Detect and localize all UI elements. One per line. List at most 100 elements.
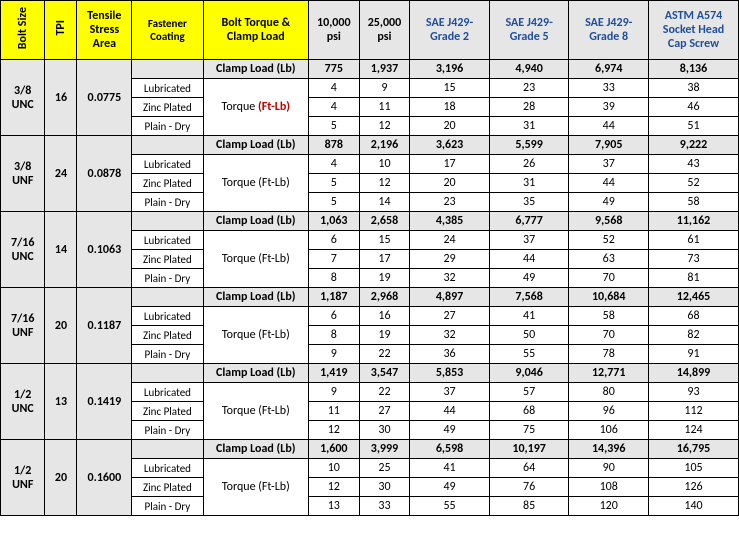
clamp-value: 1,063 <box>308 212 359 231</box>
clamp-value: 6,974 <box>569 60 649 79</box>
bolt-size-cell: 3/8UNC <box>1 60 45 136</box>
torque-value: 124 <box>649 421 739 440</box>
torque-value: 12 <box>359 117 410 136</box>
clamp-value: 9,222 <box>649 136 739 155</box>
torque-value: 17 <box>359 250 410 269</box>
bolt-size-cell: 7/16UNC <box>1 212 45 288</box>
torque-value: 18 <box>410 98 490 117</box>
tpi-cell: 24 <box>45 136 77 212</box>
coating-cell: Lubricated <box>132 383 203 402</box>
tpi-cell: 13 <box>45 364 77 440</box>
clamp-value: 2,968 <box>359 288 410 307</box>
clamp-value: 4,940 <box>489 60 569 79</box>
clamp-value: 1,600 <box>308 440 359 459</box>
area-cell: 0.1063 <box>77 212 132 288</box>
torque-value: 57 <box>489 383 569 402</box>
hdr-grade8: SAE J429-Grade 8 <box>569 1 649 60</box>
torque-value: 49 <box>569 193 649 212</box>
coating-cell: Plain - Dry <box>132 345 203 364</box>
bolt-size-cell: 3/8UNF <box>1 136 45 212</box>
torque-value: 19 <box>359 326 410 345</box>
clamp-value: 1,937 <box>359 60 410 79</box>
hdr-25k-psi: 25,000 psi <box>359 1 410 60</box>
clamp-load-label: Clamp Load (Lb) <box>203 60 308 79</box>
torque-value: 126 <box>649 478 739 497</box>
torque-value: 76 <box>489 478 569 497</box>
bolt-size-cell: 7/16UNF <box>1 288 45 364</box>
torque-value: 15 <box>410 79 490 98</box>
clamp-value: 9,046 <box>489 364 569 383</box>
coating-cell: Plain - Dry <box>132 269 203 288</box>
torque-value: 12 <box>308 478 359 497</box>
area-cell: 0.1419 <box>77 364 132 440</box>
torque-value: 32 <box>410 326 490 345</box>
torque-value: 9 <box>308 383 359 402</box>
torque-value: 22 <box>359 345 410 364</box>
coating-cell: Lubricated <box>132 459 203 478</box>
torque-value: 64 <box>489 459 569 478</box>
torque-value: 4 <box>308 155 359 174</box>
torque-value: 90 <box>569 459 649 478</box>
torque-value: 51 <box>649 117 739 136</box>
clamp-load-row: 3/8UNC160.0775Clamp Load (Lb)7751,9373,1… <box>1 60 739 79</box>
torque-value: 91 <box>649 345 739 364</box>
torque-value: 80 <box>569 383 649 402</box>
torque-value: 37 <box>569 155 649 174</box>
clamp-value: 1,187 <box>308 288 359 307</box>
tpi-cell: 20 <box>45 440 77 516</box>
coating-cell: Lubricated <box>132 79 203 98</box>
coating-cell: Plain - Dry <box>132 117 203 136</box>
clamp-value: 14,396 <box>569 440 649 459</box>
torque-value: 16 <box>359 307 410 326</box>
clamp-value: 7,905 <box>569 136 649 155</box>
torque-value: 52 <box>569 231 649 250</box>
area-cell: 0.1600 <box>77 440 132 516</box>
coating-blank <box>132 60 203 79</box>
coating-blank <box>132 136 203 155</box>
hdr-bolt-size: Bolt Size <box>14 3 32 53</box>
area-cell: 0.0878 <box>77 136 132 212</box>
torque-value: 12 <box>359 174 410 193</box>
torque-value: 11 <box>359 98 410 117</box>
coating-cell: Zinc Plated <box>132 174 203 193</box>
torque-value: 24 <box>410 231 490 250</box>
torque-value: 43 <box>649 155 739 174</box>
torque-value: 10 <box>359 155 410 174</box>
torque-label: Torque (Ft-Lb) <box>203 79 308 136</box>
torque-value: 44 <box>489 250 569 269</box>
coating-cell: Plain - Dry <box>132 193 203 212</box>
clamp-load-label: Clamp Load (Lb) <box>203 364 308 383</box>
clamp-value: 4,385 <box>410 212 490 231</box>
table-header: Bolt Size TPI Tensile Stress Area Fasten… <box>1 1 739 60</box>
torque-value: 35 <box>489 193 569 212</box>
torque-value: 85 <box>489 497 569 516</box>
torque-value: 27 <box>359 402 410 421</box>
clamp-value: 14,899 <box>649 364 739 383</box>
torque-value: 33 <box>359 497 410 516</box>
coating-blank <box>132 212 203 231</box>
tpi-cell: 20 <box>45 288 77 364</box>
torque-value: 33 <box>569 79 649 98</box>
torque-label: Torque (Ft-Lb) <box>203 231 308 288</box>
clamp-value: 3,196 <box>410 60 490 79</box>
torque-value: 44 <box>410 402 490 421</box>
clamp-value: 2,196 <box>359 136 410 155</box>
torque-value: 50 <box>489 326 569 345</box>
torque-value: 44 <box>569 174 649 193</box>
torque-value: 15 <box>359 231 410 250</box>
torque-value: 28 <box>489 98 569 117</box>
torque-value: 55 <box>489 345 569 364</box>
torque-value: 30 <box>359 421 410 440</box>
torque-value: 9 <box>359 79 410 98</box>
torque-value: 78 <box>569 345 649 364</box>
torque-value: 58 <box>649 193 739 212</box>
clamp-value: 3,547 <box>359 364 410 383</box>
coating-cell: Zinc Plated <box>132 478 203 497</box>
torque-value: 31 <box>489 117 569 136</box>
torque-value: 5 <box>308 174 359 193</box>
torque-value: 11 <box>308 402 359 421</box>
clamp-value: 4,897 <box>410 288 490 307</box>
torque-value: 5 <box>308 193 359 212</box>
torque-value: 30 <box>359 478 410 497</box>
torque-value: 49 <box>489 269 569 288</box>
